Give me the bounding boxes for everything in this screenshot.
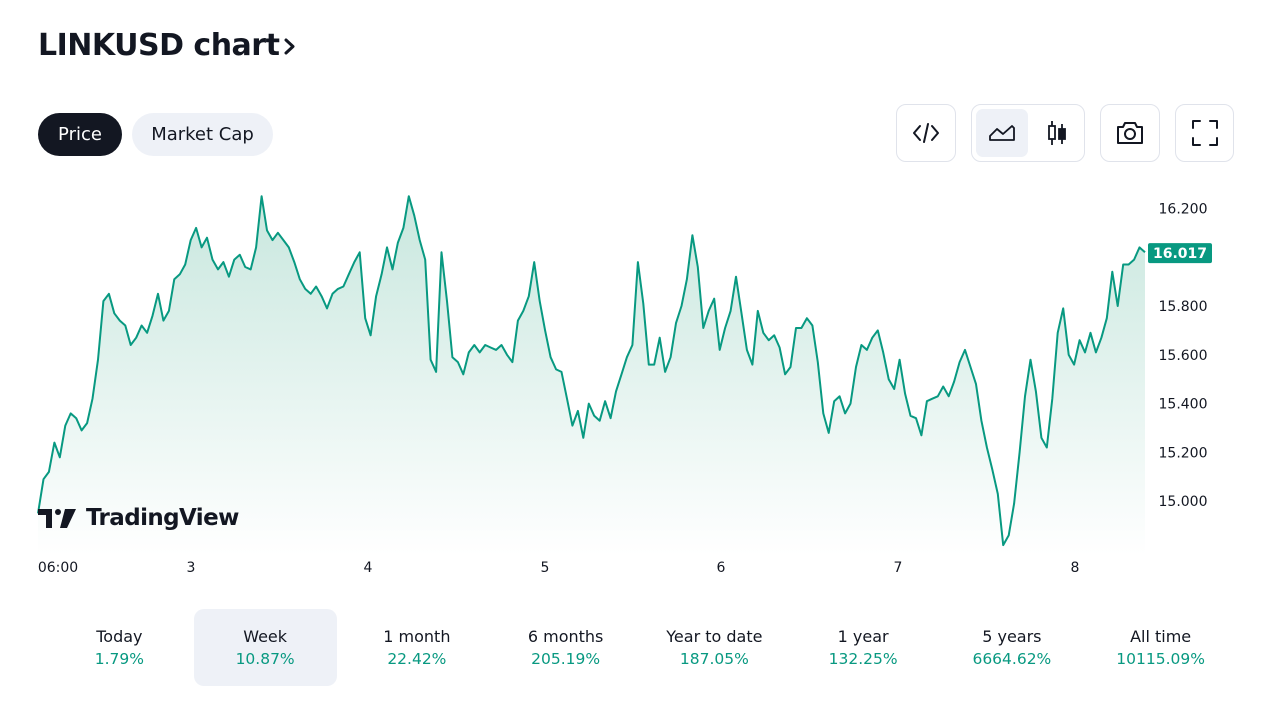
period-change: 205.19% <box>531 649 601 668</box>
y-axis: 16.200 15.800 15.600 15.400 15.200 15.000 <box>1159 201 1208 510</box>
tradingview-logo-icon <box>38 509 76 528</box>
x-tick-label: 5 <box>541 560 550 576</box>
period-label: 6 months <box>527 626 604 646</box>
y-tick-label: 15.800 <box>1159 299 1208 315</box>
price-line <box>37 195 1146 547</box>
fullscreen-icon <box>1176 105 1233 161</box>
x-tick-label: 8 <box>1071 560 1080 576</box>
last-price-label: 16.017 <box>1153 246 1207 262</box>
period-change: 6664.62% <box>972 649 1052 668</box>
period-change: 187.05% <box>679 649 749 668</box>
period-label: Today <box>96 626 143 646</box>
price-chart[interactable]: 16.200 15.800 15.600 15.400 15.200 15.000 06:… <box>0 180 1280 585</box>
fullscreen-button[interactable] <box>1175 104 1234 162</box>
candlestick-icon <box>1048 121 1066 145</box>
code-brackets-icon <box>897 105 955 161</box>
period-tab-week[interactable]: Week 10.87% <box>193 609 337 686</box>
period-label: All time <box>1130 626 1192 646</box>
area-chart-icon <box>989 125 1015 141</box>
x-tick-label: 06:00 <box>38 560 78 576</box>
chart-style-toggle <box>971 104 1085 162</box>
period-label: 1 year <box>837 626 889 646</box>
x-tick-label: 3 <box>187 560 196 576</box>
period-label: Year to date <box>666 626 763 646</box>
embed-button[interactable] <box>896 104 956 162</box>
last-price-badge: 16.017 <box>1148 243 1212 264</box>
chevron-right-icon <box>283 35 297 57</box>
period-tab-year-to-date[interactable]: Year to date 187.05% <box>644 609 785 686</box>
camera-icon <box>1101 105 1159 161</box>
period-label: 1 month <box>383 626 451 646</box>
period-change: 22.42% <box>387 649 447 668</box>
x-tick-label: 7 <box>894 560 903 576</box>
period-tab-5-years[interactable]: 5 years 6664.62% <box>942 609 1083 686</box>
x-tick-label: 4 <box>364 560 373 576</box>
tab-price[interactable]: Price <box>38 113 122 156</box>
tradingview-logo[interactable]: TradingView <box>38 505 239 531</box>
period-change: 10115.09% <box>1116 649 1205 668</box>
snapshot-button[interactable] <box>1100 104 1160 162</box>
area-chart-style-button[interactable] <box>976 109 1028 157</box>
period-label: Week <box>243 626 288 646</box>
period-change: 132.25% <box>828 649 898 668</box>
y-tick-label: 16.200 <box>1159 201 1208 217</box>
period-tab-6-months[interactable]: 6 months 205.19% <box>495 609 636 686</box>
tradingview-wordmark: TradingView <box>86 505 239 531</box>
page-title: LINKUSD chart <box>38 28 280 63</box>
period-tab-all-time[interactable]: All time 10115.09% <box>1090 609 1231 686</box>
performance-periods: Today 1.79% Week 10.87% 1 month 22.42% 6 month… <box>45 609 1235 686</box>
y-tick-label: 15.400 <box>1159 397 1208 413</box>
x-tick-label: 6 <box>717 560 726 576</box>
period-tab-1-month[interactable]: 1 month 22.42% <box>347 609 488 686</box>
period-tab-today[interactable]: Today 1.79% <box>49 609 190 686</box>
candlestick-style-button[interactable] <box>1032 109 1082 157</box>
period-change: 10.87% <box>235 649 295 668</box>
y-tick-label: 15.600 <box>1159 348 1208 364</box>
chart-title-link[interactable]: LINKUSD chart <box>38 28 297 63</box>
price-area-fill <box>38 196 1145 555</box>
x-axis: 06:00 3 4 5 6 7 8 <box>38 560 1080 576</box>
y-tick-label: 15.000 <box>1159 494 1208 510</box>
period-label: 5 years <box>982 626 1042 646</box>
tab-market-cap[interactable]: Market Cap <box>132 113 273 156</box>
y-tick-label: 15.200 <box>1159 445 1208 461</box>
period-tab-1-year[interactable]: 1 year 132.25% <box>793 609 934 686</box>
period-change: 1.79% <box>94 649 144 668</box>
